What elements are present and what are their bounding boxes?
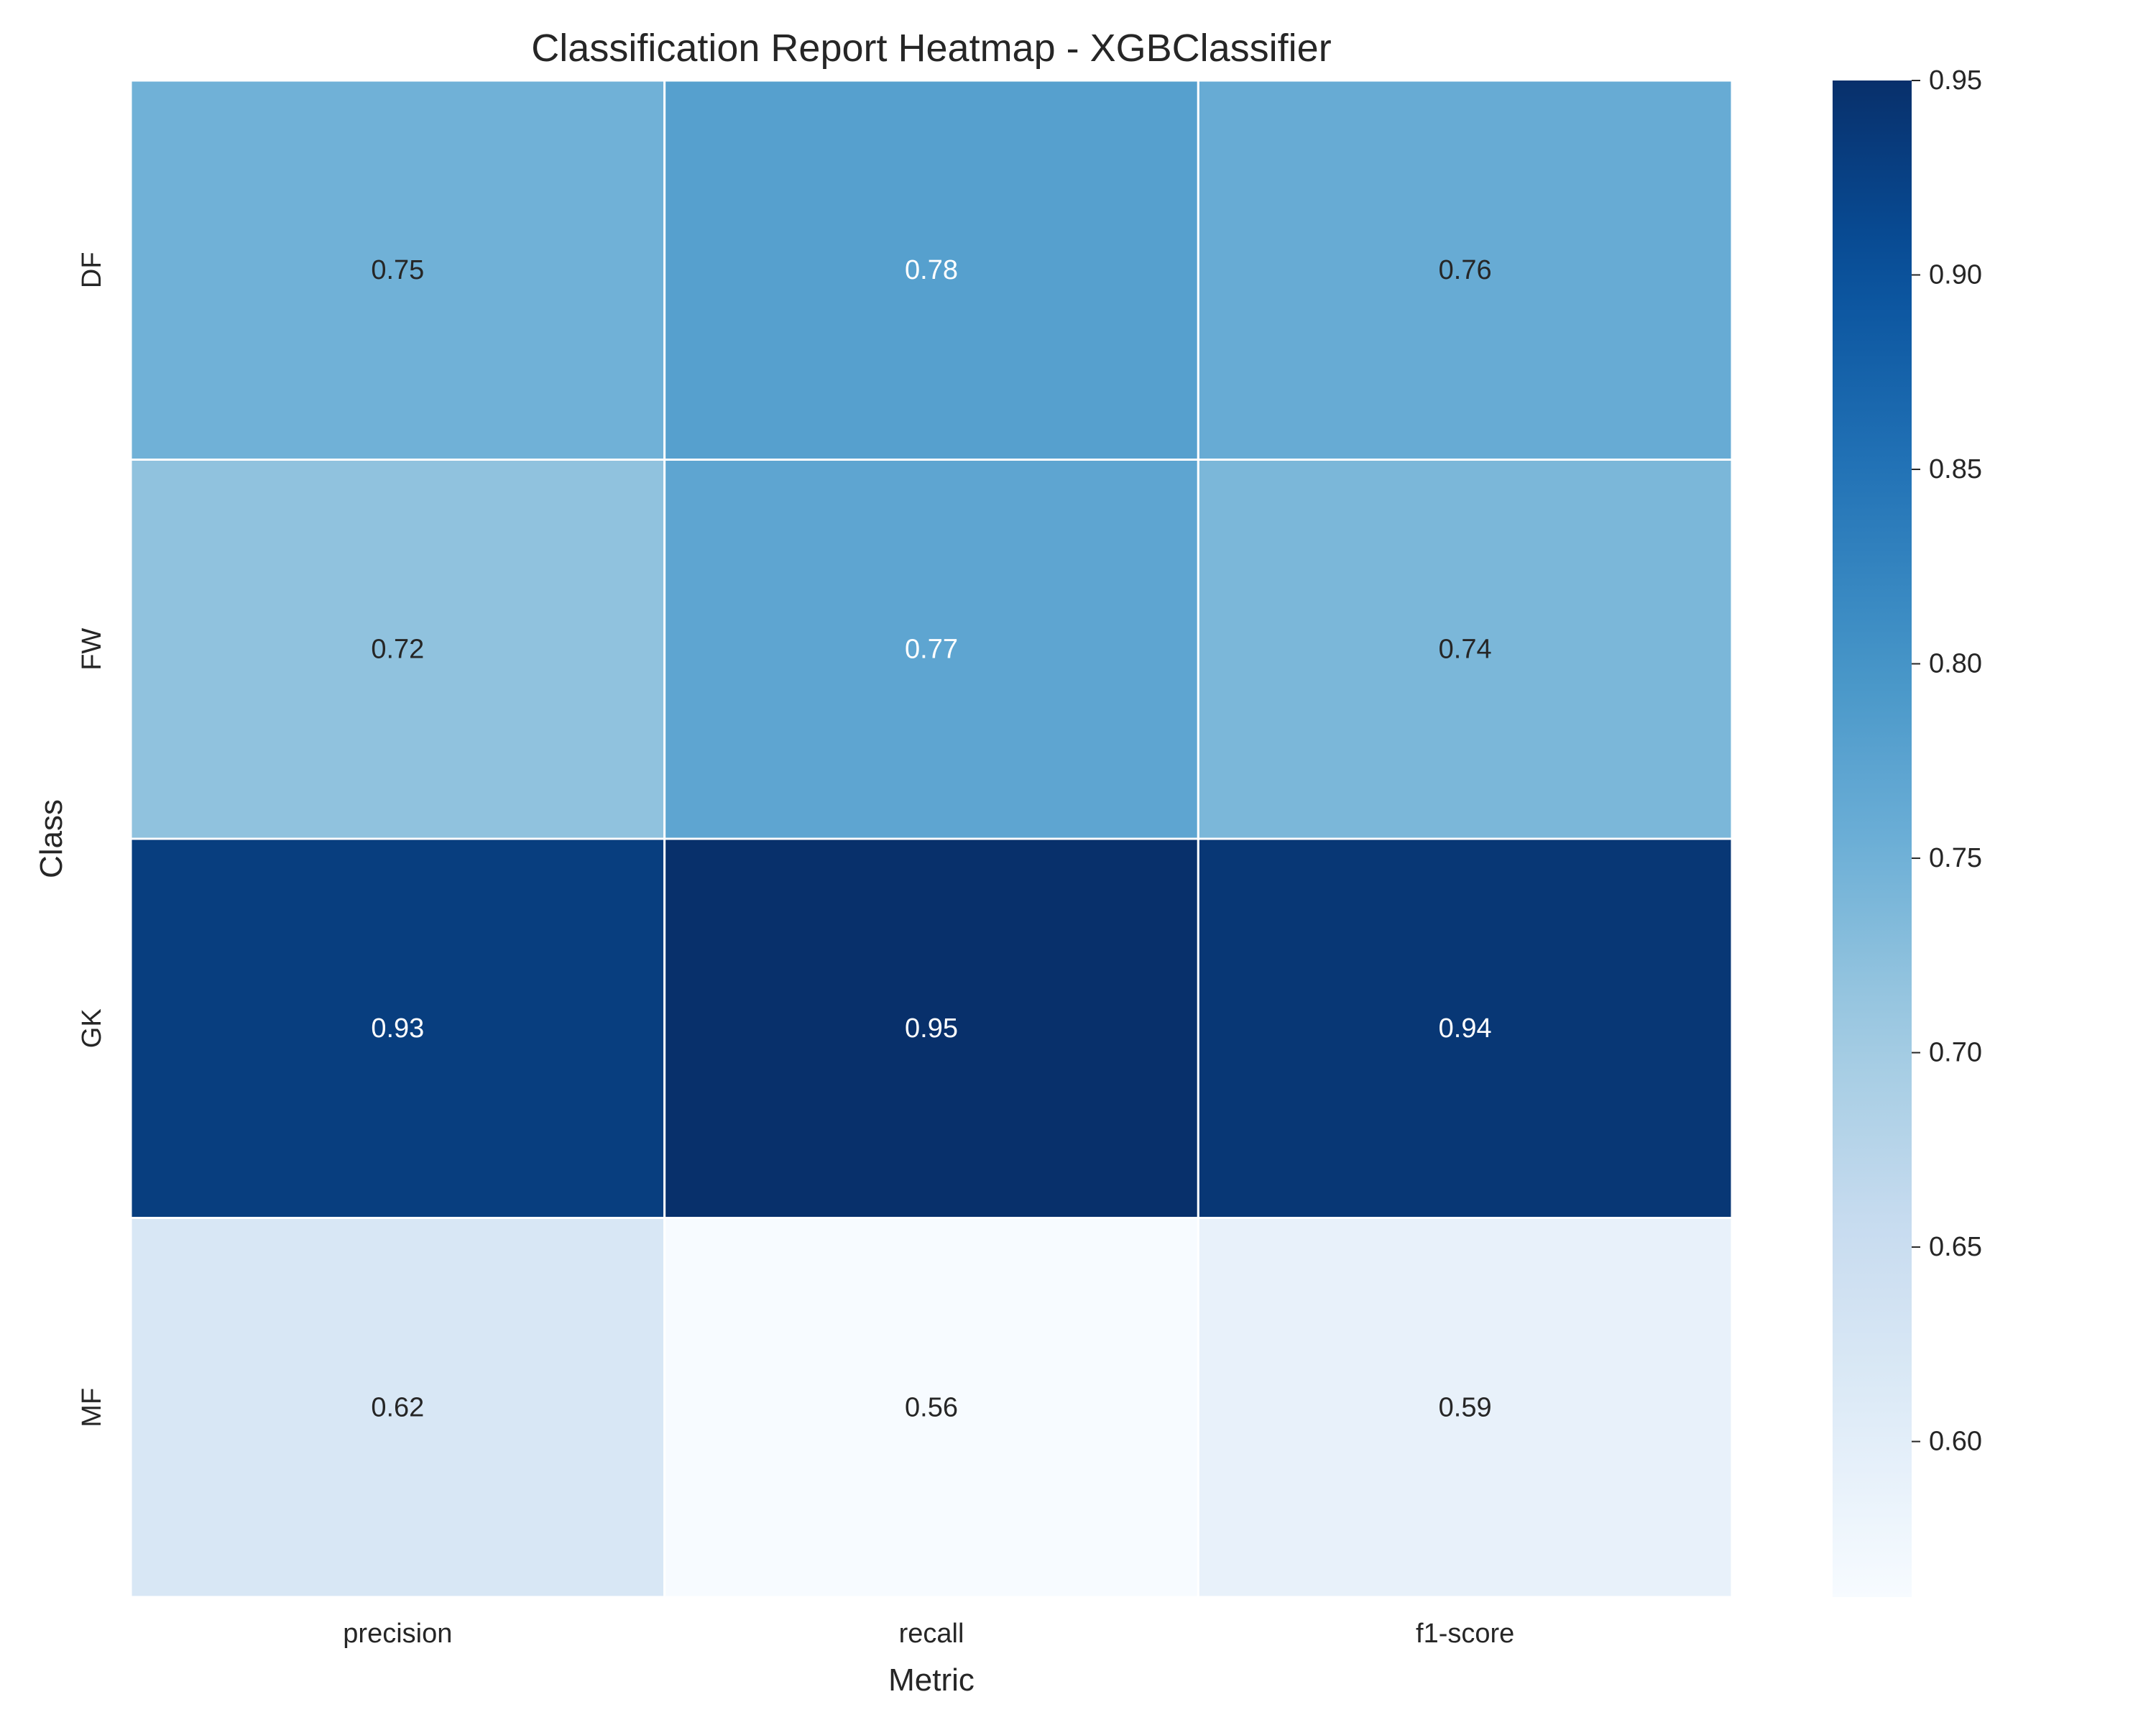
y-tick-label: DF bbox=[77, 252, 107, 288]
y-axis-label: Class bbox=[34, 799, 69, 878]
heatmap-cell bbox=[1197, 79, 1733, 461]
heatmap-cell bbox=[1197, 459, 1733, 840]
colorbar-tick-label: 0.75 bbox=[1929, 843, 1982, 873]
colorbar-tick-label: 0.85 bbox=[1929, 454, 1982, 484]
heatmap-cell-label: 0.94 bbox=[1439, 1013, 1492, 1044]
heatmap-cell-label: 0.76 bbox=[1439, 255, 1492, 285]
y-tick-label: GK bbox=[77, 1008, 107, 1048]
heatmap-cell bbox=[129, 1217, 666, 1598]
x-tick-label: f1-score bbox=[1416, 1619, 1514, 1649]
x-axis-ticks: precision recall f1-score bbox=[343, 1619, 1514, 1649]
heatmap-cell-label: 0.62 bbox=[371, 1392, 424, 1422]
colorbar-tick-label: 0.65 bbox=[1929, 1232, 1982, 1262]
heatmap-cell-label: 0.72 bbox=[371, 634, 424, 664]
y-tick-label: FW bbox=[77, 628, 107, 671]
heatmap-cell-label: 0.95 bbox=[905, 1013, 958, 1044]
heatmap-cell bbox=[663, 459, 1199, 840]
y-tick-label: MF bbox=[77, 1388, 107, 1427]
colorbar-tick-label: 0.80 bbox=[1929, 649, 1982, 679]
heatmap-cell-labels: 0.75 0.78 0.76 0.72 0.77 0.74 0.93 0.95 0.94 0.62… bbox=[371, 255, 1491, 1423]
colorbar-ticks: 0.60 0.65 0.70 0.75 0.80 0.85 0.90 0.95 bbox=[1912, 65, 1982, 1457]
colorbar-tick-label: 0.95 bbox=[1929, 65, 1982, 96]
heatmap-cell-label: 0.56 bbox=[905, 1392, 958, 1422]
x-axis-label: Metric bbox=[888, 1662, 975, 1698]
heatmap-cell bbox=[129, 79, 666, 461]
x-tick-label: recall bbox=[899, 1619, 964, 1649]
heatmap-cell bbox=[129, 459, 666, 840]
heatmap-cell-label: 0.74 bbox=[1439, 634, 1492, 664]
x-tick-label: precision bbox=[343, 1619, 452, 1649]
heatmap-cell bbox=[1197, 1217, 1733, 1598]
heatmap-cell-label: 0.59 bbox=[1439, 1392, 1492, 1422]
heatmap-cell bbox=[663, 79, 1199, 461]
heatmap-cell-label: 0.78 bbox=[905, 255, 958, 285]
heatmap-cell bbox=[663, 837, 1199, 1219]
heatmap-cell-label: 0.75 bbox=[371, 255, 424, 285]
heatmap-cells bbox=[129, 79, 1733, 1598]
chart-title: Classification Report Heatmap - XGBClass… bbox=[531, 27, 1331, 70]
y-axis-ticks: DF FW GK MF bbox=[77, 252, 107, 1427]
heatmap-cell bbox=[129, 837, 666, 1219]
heatmap-cell-label: 0.93 bbox=[371, 1013, 424, 1044]
colorbar-tick-label: 0.60 bbox=[1929, 1427, 1982, 1457]
colorbar bbox=[1833, 80, 1912, 1597]
colorbar-tick-label: 0.70 bbox=[1929, 1038, 1982, 1068]
colorbar-tick-label: 0.90 bbox=[1929, 260, 1982, 290]
heatmap-cell-label: 0.77 bbox=[905, 634, 958, 664]
